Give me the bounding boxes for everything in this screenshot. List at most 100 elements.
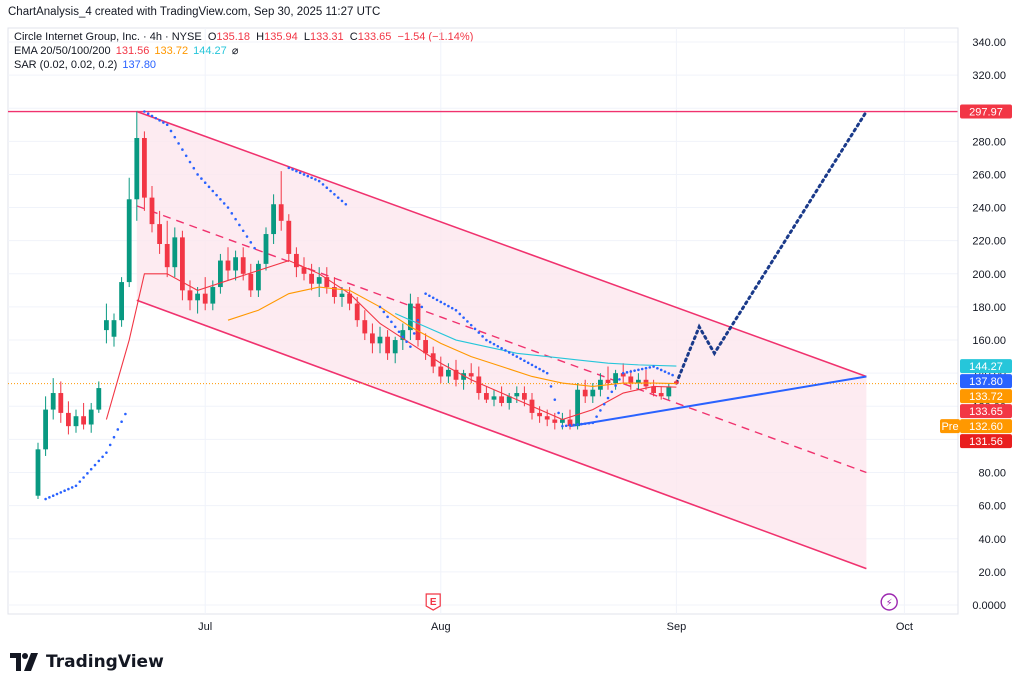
sar-dot — [420, 305, 424, 309]
price-tag-label: 297.97 — [969, 107, 1003, 119]
price-tag-bg — [960, 389, 1012, 404]
legend-sar-label: SAR (0.02, 0.02, 0.2) — [14, 59, 118, 71]
candle — [499, 386, 504, 407]
sar-dot — [667, 372, 671, 375]
price-tag-label: 131.56 — [969, 436, 1003, 448]
event-marker[interactable]: ⚡ — [880, 593, 898, 611]
candle — [111, 313, 117, 347]
candle-body — [590, 389, 596, 397]
candle-body — [453, 369, 459, 380]
candle-body — [126, 199, 132, 283]
sar-dot — [78, 480, 82, 483]
sar-dot — [625, 371, 629, 374]
candle-body — [332, 287, 337, 297]
price-tag-bg — [960, 374, 1012, 389]
sar-dot — [606, 396, 610, 400]
channel-mid-line — [136, 205, 867, 474]
candle-body — [278, 204, 284, 221]
candle-body — [218, 260, 223, 288]
candle — [430, 346, 436, 374]
candle-body — [81, 416, 86, 425]
legend-ema200: ⌀ — [231, 45, 239, 57]
sar-dot — [500, 347, 503, 350]
sar-dot — [412, 332, 416, 335]
sar-dot — [378, 305, 382, 309]
tradingview-logo-text: TradingView — [46, 652, 164, 672]
sar-dot — [416, 318, 420, 322]
sar-dot — [435, 298, 439, 302]
y-tick-label: 340.00 — [972, 37, 1006, 49]
candle-body — [461, 373, 466, 380]
sar-dot — [101, 455, 104, 459]
projection-path — [674, 110, 868, 385]
candle-body — [195, 293, 200, 301]
sar-dot — [249, 241, 253, 244]
price-tag: 133.65 — [960, 404, 1012, 419]
price-tag-prefix: Pre — [941, 421, 958, 433]
candle — [438, 356, 444, 384]
sar-dot — [302, 173, 306, 176]
sar-dot — [222, 202, 226, 205]
x-tick-label: Sep — [667, 621, 687, 633]
candle — [218, 253, 223, 294]
legend-sar-row[interactable]: SAR (0.02, 0.02, 0.2) 137.80 — [14, 58, 473, 72]
candle-body — [142, 138, 147, 198]
candle-body — [666, 386, 672, 397]
candle-body — [294, 253, 299, 268]
ema20-line — [105, 259, 677, 421]
sar-dot — [458, 312, 462, 316]
candle-body — [392, 340, 398, 354]
candle — [575, 383, 580, 430]
candle-body — [400, 330, 406, 341]
candle — [43, 396, 48, 456]
channel-fill-layer — [136, 111, 867, 569]
candle — [392, 336, 398, 364]
sar-dot — [287, 166, 291, 170]
sar-dot — [549, 385, 553, 388]
channel-lower-line — [136, 299, 867, 570]
candle-body — [354, 303, 360, 321]
sar-dot — [557, 411, 560, 415]
candle-body — [598, 379, 603, 390]
candle-body — [35, 449, 41, 496]
sar-dot — [534, 365, 538, 369]
sar-dot — [298, 171, 302, 175]
tradingview-logo[interactable]: TradingView — [10, 652, 164, 672]
sar-dot — [583, 422, 587, 425]
price-tag: 133.72 — [960, 389, 1012, 404]
candle-body — [651, 386, 656, 394]
candle-body — [491, 396, 497, 400]
sar-dot — [545, 371, 549, 375]
sar-dot — [473, 327, 477, 331]
legend-low: 133.31 — [310, 31, 344, 43]
sar-dot — [614, 384, 617, 387]
drawing-layer — [8, 110, 958, 570]
sar-dot — [188, 160, 192, 164]
candle-body — [88, 409, 94, 425]
sar-dot — [382, 310, 386, 314]
legend-open: 135.18 — [216, 31, 251, 43]
sar-dot — [462, 316, 465, 319]
candle-body — [537, 412, 542, 417]
sar-dot — [504, 349, 507, 352]
candle-body — [605, 379, 611, 384]
candle — [104, 303, 109, 344]
legend-ema-row[interactable]: EMA 20/50/100/200 131.56 133.72 144.27 ⌀ — [14, 44, 473, 58]
channel-fill — [136, 111, 867, 569]
earnings-marker[interactable]: E — [425, 593, 441, 611]
candle-body — [73, 416, 79, 427]
candle-body — [104, 320, 109, 331]
legend-symbol[interactable]: Circle Internet Group, Inc. · 4h · NYSE — [14, 31, 202, 43]
y-tick-label: 180.00 — [972, 302, 1006, 314]
candle — [491, 389, 497, 407]
price-tags-layer: 297.97144.27137.80133.72133.65132.60Pre1… — [940, 104, 1012, 449]
sar-dot — [51, 494, 55, 498]
price-tag-label: 137.80 — [969, 376, 1003, 388]
y-tick-label: 280.00 — [972, 136, 1006, 148]
candle — [263, 227, 269, 271]
sar-dot — [466, 320, 469, 323]
sar-dot — [443, 302, 446, 306]
sar-dot — [591, 421, 595, 425]
price-tag: 137.80 — [960, 374, 1012, 389]
